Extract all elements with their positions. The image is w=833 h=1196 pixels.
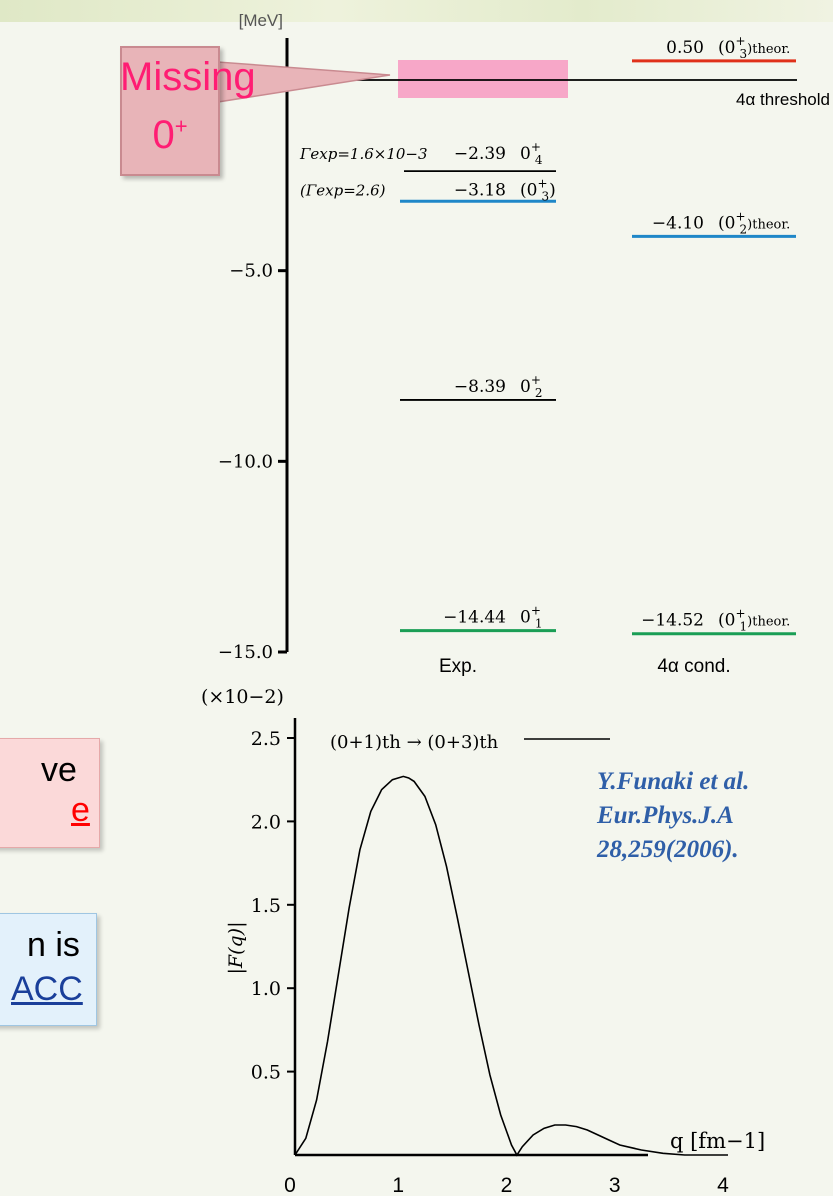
level-axis-unit: [MeV] [239, 11, 283, 30]
level-state-label: 0+ 1 [520, 604, 543, 631]
level-energy-label: −4.10 [652, 213, 704, 233]
ff-legend-label: (0+1)th → (0+3)th [330, 732, 499, 753]
level-axis-tick-label: −10.0 [218, 451, 273, 472]
ff-y-tick-label: 1.0 [251, 978, 281, 1000]
missing-state-band [398, 60, 568, 98]
level-state-label: 0+ 2 [520, 373, 543, 400]
ff-y-tick-label: 1.5 [251, 895, 281, 917]
left-note-box-pink: ve e [0, 738, 100, 848]
reference-line2: Eur.Phys.J.A [597, 802, 734, 829]
level-energy-label: −2.39 [454, 144, 506, 164]
level-energy-label: −14.44 [443, 608, 506, 628]
left-note-line2: e [71, 791, 90, 829]
level-energy-label: −14.52 [641, 611, 704, 631]
left-note-blue-line2: ACC [11, 970, 83, 1008]
callout-state-number: 0 [152, 113, 175, 158]
left-note-line1: ve [41, 751, 77, 789]
ff-x-axis-label: q [fm−1] [670, 1129, 765, 1153]
level-energy-label: −8.39 [454, 377, 506, 397]
ff-x-tick-label: 1 [392, 1174, 404, 1196]
column-label: Exp. [439, 656, 477, 677]
top-banner-strip [0, 0, 833, 22]
level-energy-label: −3.18 [454, 180, 506, 200]
missing-state-callout: Missing 0+ [120, 46, 256, 176]
left-note-box-blue: n is ACC [0, 913, 97, 1026]
level-width-note: Γexp=1.6×10−3 [299, 145, 428, 163]
reference-citation: Y.Funaki et al. Eur.Phys.J.A 28,259(2006… [597, 765, 833, 867]
column-label: 4α cond. [657, 656, 730, 677]
ff-series-line [294, 775, 728, 1157]
level-state-label: (0+ 3)theor. [718, 34, 790, 61]
ff-x-tick-label: 4 [717, 1174, 729, 1196]
ff-y-axis-label: |F(q)| [225, 922, 247, 975]
left-note-blue-line1: n is [27, 926, 80, 964]
callout-text: Missing 0+ [120, 52, 256, 160]
ff-x-tick-label: 2 [501, 1174, 513, 1196]
callout-box [120, 46, 220, 176]
ff-y-tick-label: 2.5 [251, 728, 281, 750]
callout-state-parity: + [174, 114, 188, 139]
level-energy-label: 0.50 [666, 38, 704, 58]
level-axis-tick-label: −5.0 [229, 261, 273, 282]
ff-y-tick-label: 2.0 [251, 811, 281, 833]
level-width-note: (Γexp=2.6) [300, 181, 386, 199]
level-state-label: (0+ 1)theor. [718, 607, 790, 634]
level-axis-tick-label: −15.0 [218, 642, 273, 663]
threshold-label: 4α threshold [736, 90, 830, 109]
level-state-label: 0+ 4 [520, 140, 543, 167]
callout-state-label: 0+ [152, 113, 187, 157]
reference-line1: Y.Funaki et al. [597, 768, 750, 795]
ff-x-tick-label: 3 [609, 1174, 621, 1196]
ff-y-scale-note: (×10−2) [201, 686, 284, 708]
level-state-label: (0+ 2)theor. [718, 209, 790, 236]
callout-missing-label: Missing [120, 55, 256, 99]
level-state-label: (0+ 3) [520, 176, 556, 203]
reference-line3: 28,259(2006). [597, 836, 739, 863]
ff-x-tick-label: 0 [284, 1174, 296, 1196]
ff-y-tick-label: 0.5 [251, 1062, 281, 1084]
